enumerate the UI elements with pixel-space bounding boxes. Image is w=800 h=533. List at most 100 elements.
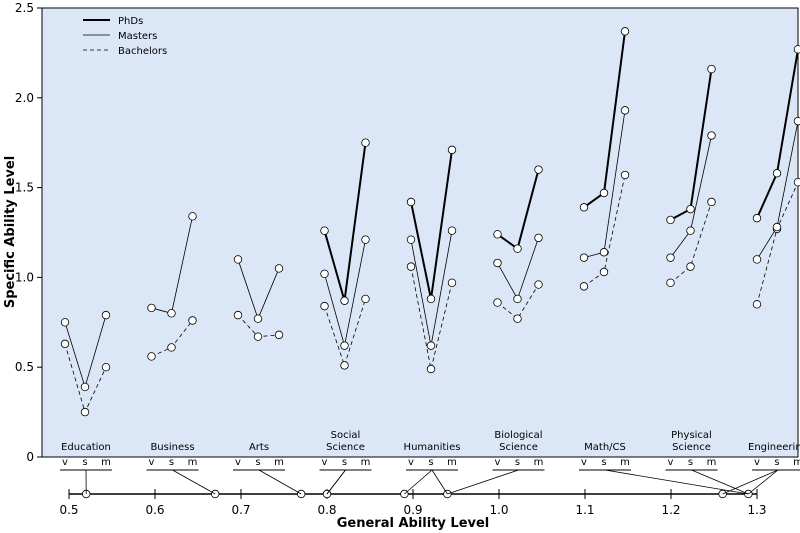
bachelors-point: [579, 282, 589, 291]
subtest-label: v: [235, 457, 241, 468]
masters-point: [406, 235, 416, 244]
general-connector: [431, 469, 448, 495]
category-label: Humanities: [404, 442, 461, 453]
category-label: Science: [672, 442, 711, 453]
phd-point: [513, 244, 522, 253]
bachelors-point: [340, 361, 349, 370]
phd-point: [426, 294, 436, 304]
masters-point: [60, 318, 70, 327]
category-label: Physical: [671, 430, 712, 441]
y-tick-label: 1.0: [15, 270, 34, 284]
bachelors-point: [101, 363, 111, 372]
subtest-label: v: [495, 457, 501, 468]
x-tick-label: 1.2: [661, 503, 680, 517]
legend: PhDs Masters Bachelors: [83, 16, 167, 57]
phd-point: [320, 226, 329, 235]
y-axis-title: Specific Ability Level: [3, 156, 18, 308]
masters-point: [361, 235, 370, 244]
bachelors-point: [167, 343, 176, 352]
bachelors-point: [320, 301, 329, 311]
bachelors-point: [686, 262, 695, 271]
subtest-label: m: [793, 457, 800, 468]
phd-point: [620, 27, 630, 36]
phd-point: [772, 169, 782, 178]
phd-point: [447, 145, 457, 155]
bachelors-point: [274, 330, 284, 340]
bachelors-point: [666, 278, 675, 287]
bachelors-point: [620, 170, 630, 180]
masters-point: [513, 294, 522, 304]
general-connector: [258, 469, 302, 495]
category-label: Social: [331, 430, 361, 441]
x-tick-label: 0.9: [403, 503, 422, 517]
subtest-label: s: [688, 457, 693, 468]
category-label: Science: [326, 442, 365, 453]
bachelors-point: [493, 298, 502, 307]
bachelors-point: [707, 197, 716, 207]
phd-point: [493, 230, 502, 239]
bachelors-line: [497, 284, 539, 320]
category-label: Arts: [249, 442, 269, 453]
phd-point: [361, 138, 370, 147]
masters-point: [707, 131, 716, 140]
phd-point: [406, 197, 416, 207]
masters-point: [426, 341, 436, 350]
x-tick-label: 0.8: [317, 503, 336, 517]
bachelors-point: [406, 262, 416, 271]
subtest-label: m: [707, 457, 717, 468]
phd-point: [579, 203, 589, 212]
general-connector: [748, 469, 779, 495]
bachelors-point: [534, 280, 543, 289]
x-axis: 0.5 0.6 0.7 0.8 0.9 1.0 1.1 1.2 1.3: [59, 489, 767, 517]
y-axis: 0 0.5 1.0 1.5 2.0 2.5: [15, 1, 42, 464]
category-label: Science: [499, 442, 538, 453]
subtest-label: m: [274, 457, 284, 468]
legend-label: Bachelors: [118, 46, 167, 57]
group-education: Education v s m: [60, 310, 112, 495]
general-connector: [722, 469, 779, 495]
legend-label: PhDs: [118, 16, 143, 27]
phd-point: [340, 296, 349, 305]
category-label: Math/CS: [584, 442, 626, 453]
y-tick-label: 2.5: [15, 1, 34, 15]
group-business: Business v s m: [146, 212, 216, 495]
subtest-label: m: [188, 457, 198, 468]
bachelors-point: [361, 294, 370, 304]
category-label: Engineering: [748, 442, 800, 453]
x-axis-title: General Ability Level: [337, 516, 490, 531]
bachelors-point: [513, 314, 522, 323]
masters-point: [599, 248, 609, 257]
masters-point: [101, 310, 111, 320]
masters-point: [80, 382, 90, 392]
category-label: Biological: [494, 430, 542, 441]
group-math-cs: Math/CS v s m: [579, 27, 749, 495]
category-label: Education: [61, 442, 111, 453]
legend-label: Masters: [118, 31, 157, 42]
masters-point: [167, 309, 176, 318]
bachelors-point: [793, 178, 800, 187]
bachelors-line: [670, 201, 712, 284]
masters-point: [188, 212, 197, 221]
subtest-label: v: [581, 457, 587, 468]
masters-point: [253, 314, 263, 323]
subtest-label: s: [515, 457, 520, 468]
general-connector: [404, 469, 433, 495]
subtest-label: m: [361, 457, 371, 468]
y-tick-label: 0.5: [15, 360, 34, 374]
group-humanities: Humanities v s m: [404, 145, 461, 495]
subtest-label: s: [82, 457, 87, 468]
bachelors-point: [188, 316, 197, 325]
y-tick-label: 1.5: [15, 181, 34, 195]
x-tick-label: 0.6: [145, 503, 164, 517]
bachelors-point: [253, 332, 263, 341]
general-connector: [691, 469, 749, 495]
phd-point: [534, 165, 543, 174]
phd-point: [666, 215, 675, 225]
masters-point: [686, 226, 695, 235]
subtest-label: v: [668, 457, 674, 468]
bachelors-point: [80, 407, 90, 417]
